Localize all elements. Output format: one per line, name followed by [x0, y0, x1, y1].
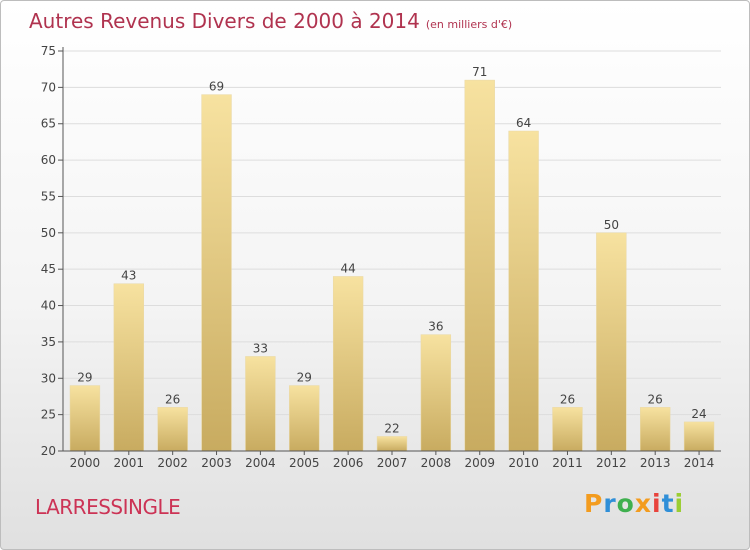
data-label-2005: 29 — [297, 371, 312, 385]
data-label-2014: 24 — [691, 407, 706, 421]
logo-letter: i — [674, 489, 685, 518]
y-tick-label: 30 — [41, 371, 56, 385]
data-label-2010: 64 — [516, 116, 531, 130]
bar-2014 — [683, 421, 715, 452]
data-label-2008: 36 — [428, 320, 443, 334]
data-label-2006: 44 — [340, 261, 355, 275]
logo-letter: P — [584, 489, 604, 518]
y-tick-label: 20 — [41, 444, 56, 458]
y-tick-label: 70 — [41, 80, 56, 94]
x-tick-label: 2010 — [508, 456, 539, 470]
x-tick-label: 2004 — [245, 456, 276, 470]
bar-2013 — [640, 407, 671, 452]
proxiti-logo: Proxiti — [584, 489, 684, 518]
y-tick-label: 60 — [41, 153, 56, 167]
x-tick-label: 2008 — [421, 456, 452, 470]
y-tick-label: 55 — [41, 189, 56, 203]
bar-2002 — [157, 407, 188, 452]
y-tick-label: 25 — [41, 408, 56, 422]
x-tick-label: 2009 — [464, 456, 495, 470]
data-label-2002: 26 — [165, 392, 180, 406]
bar-2009 — [464, 79, 495, 452]
x-tick-label: 2003 — [201, 456, 232, 470]
y-tick-label: 45 — [41, 262, 56, 276]
bar-2008 — [420, 334, 452, 452]
data-label-2001: 43 — [121, 269, 136, 283]
data-labels: 29 43 26 69 33 29 44 22 36 71 64 26 50 26 24 — [77, 65, 706, 435]
x-tick-label: 2014 — [684, 456, 715, 470]
title-unit: (en milliers d'€) — [425, 18, 513, 31]
x-tick-label: 2005 — [289, 456, 320, 470]
logo-letter: i — [652, 489, 662, 518]
data-label-2000: 29 — [77, 371, 92, 385]
data-label-2003: 69 — [209, 80, 224, 94]
x-tick-label: 2000 — [70, 456, 101, 470]
bar-2010 — [508, 130, 539, 452]
bar-2007 — [376, 436, 408, 452]
x-tick-label: 2012 — [596, 456, 627, 470]
y-tick-label: 40 — [41, 299, 56, 313]
bar-2000 — [69, 385, 101, 452]
bar-2006 — [332, 276, 364, 452]
data-label-2011: 26 — [560, 392, 575, 406]
x-tick-label: 2011 — [552, 456, 583, 470]
commune-name: LARRESSINGLE — [35, 495, 181, 519]
y-tick-label: 75 — [41, 44, 56, 58]
bar-2004 — [245, 356, 276, 452]
bars — [69, 79, 715, 452]
data-label-2004: 33 — [253, 341, 268, 355]
logo-letter: t — [661, 489, 675, 518]
x-tick-label: 2013 — [640, 456, 671, 470]
axes: 20 25 30 35 40 45 50 55 60 65 70 75 2000 2001 2002 2003… — [41, 44, 721, 470]
chart-title: Autres Revenus Divers de 2000 à 2014 (en … — [29, 9, 512, 33]
logo-letter: o — [616, 489, 635, 518]
data-label-2007: 22 — [384, 421, 399, 435]
y-tick-label: 35 — [41, 335, 56, 349]
bar-2011 — [552, 407, 583, 452]
data-label-2013: 26 — [648, 392, 663, 406]
y-tick-label: 65 — [41, 117, 56, 131]
x-tick-label: 2007 — [377, 456, 408, 470]
title-text: Autres Revenus Divers de 2000 à 2014 — [29, 9, 420, 33]
data-label-2009: 71 — [472, 65, 487, 79]
data-label-2012: 50 — [604, 218, 619, 232]
logo-letter: r — [603, 489, 617, 518]
bar-2012 — [596, 232, 627, 452]
y-tick-label: 50 — [41, 226, 56, 240]
x-tick-label: 2002 — [157, 456, 188, 470]
x-tick-label: 2001 — [114, 456, 145, 470]
bar-2001 — [113, 283, 144, 452]
bar-2003 — [201, 94, 232, 452]
x-tick-label: 2006 — [333, 456, 364, 470]
bar-2005 — [289, 385, 320, 452]
logo-letter: x — [634, 489, 652, 518]
